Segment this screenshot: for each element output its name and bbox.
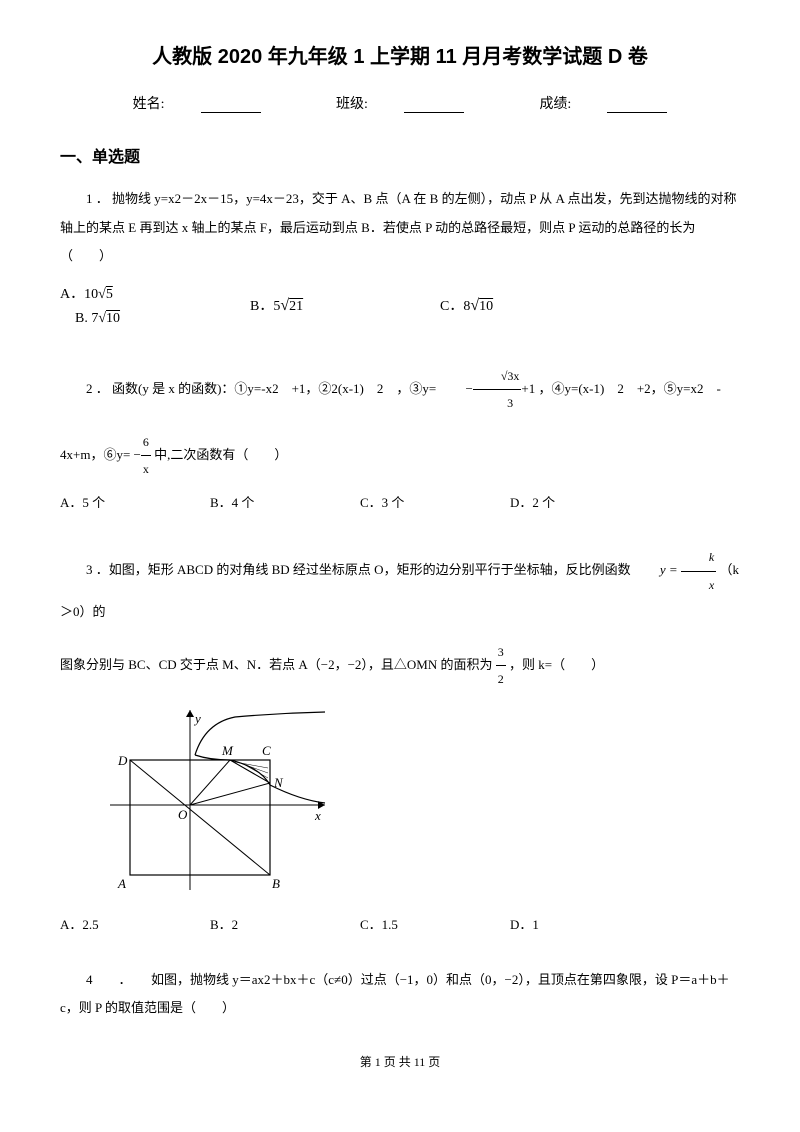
q3-text-a: 3 ．如图，矩形 ABCD 的对角线 BD 经过坐标原点 O，矩形的边分别平行于… xyxy=(86,562,631,577)
q3-frac2: 32 xyxy=(496,639,506,693)
label-o: O xyxy=(178,807,188,822)
q3-options: A．2.5 B．2 C．1.5 D．1 xyxy=(60,912,740,938)
question-4: 4 ． 如图，抛物线 y＝ax2＋bx＋c（c≠0）过点（−1，0）和点（0，−… xyxy=(60,966,740,1023)
q3-eq: y = kx xyxy=(634,544,716,598)
score-blank xyxy=(607,98,667,113)
page-footer: 第 1 页 共 11 页 xyxy=(60,1053,740,1070)
label-m: M xyxy=(221,743,234,758)
score-label: 成绩: xyxy=(521,97,685,112)
q2-text-b: ，④y=(x-1) 2 +2，⑤y=x2 - xyxy=(539,381,721,396)
class-blank xyxy=(404,98,464,113)
info-line: 姓名: 班级: 成绩: xyxy=(60,93,740,113)
label-b: B xyxy=(272,876,280,891)
q2-opt-b: B．4 个 xyxy=(210,490,360,516)
label-n: N xyxy=(273,775,284,790)
label-x: x xyxy=(314,808,321,823)
class-label: 班级: xyxy=(318,97,482,112)
name-label: 姓名: xyxy=(115,97,279,112)
section-header: 一、单选题 xyxy=(60,143,740,167)
q2-frac1: −√3x3+1 xyxy=(439,363,535,417)
name-blank xyxy=(201,98,261,113)
q1-options: A．10√5 B. 7√10 B．5√21 C．8√10 xyxy=(60,283,740,343)
q1-opt-b: B. 7√10 xyxy=(75,311,120,327)
q1-opt-d: C．8√10 xyxy=(440,295,493,315)
label-d: D xyxy=(117,753,128,768)
q3-opt-d: D．1 xyxy=(510,912,660,938)
q3-opt-b: B．2 xyxy=(210,912,360,938)
label-y: y xyxy=(193,711,201,726)
q3-opt-a: A．2.5 xyxy=(60,912,210,938)
q2-frac2: −6x xyxy=(134,429,151,483)
question-3: 3 ．如图，矩形 ABCD 的对角线 BD 经过坐标原点 O，矩形的边分别平行于… xyxy=(60,544,740,626)
q3-line2: 图象分别与 BC、CD 交于点 M、N．若点 A（−2，−2），且△OMN 的面… xyxy=(60,639,740,693)
q2-opt-c: C．3 个 xyxy=(360,490,510,516)
q1-opt-a: A．10√5 xyxy=(60,283,113,303)
q1-opt-c: B．5√21 xyxy=(250,295,303,315)
q2-opt-d: D．2 个 xyxy=(510,490,660,516)
page-container: 人教版 2020 年九年级 1 上学期 11 月月考数学试题 D 卷 姓名: 班… xyxy=(0,0,800,1090)
q2-line2: 4x+m，⑥y= −6x 中,二次函数有（ ） xyxy=(60,429,740,483)
q3-diagram: y x O D M C N A B xyxy=(100,705,740,900)
q3-opt-c: C．1.5 xyxy=(360,912,510,938)
q3-svg: y x O D M C N A B xyxy=(100,705,330,895)
q2-text-a: 2 ． 函数(y 是 x 的函数)：①y=-x2 +1，②2(x-1) 2 ，③… xyxy=(86,381,436,396)
q2-opt-a: A．5 个 xyxy=(60,490,210,516)
q2-options: A．5 个 B．4 个 C．3 个 D．2 个 xyxy=(60,490,740,516)
page-title: 人教版 2020 年九年级 1 上学期 11 月月考数学试题 D 卷 xyxy=(60,40,740,69)
label-c: C xyxy=(262,743,271,758)
question-1: 1 ． 抛物线 y=x2－2x－15，y=4x－23，交于 A、B 点（A 在 … xyxy=(60,185,740,271)
question-2: 2 ． 函数(y 是 x 的函数)：①y=-x2 +1，②2(x-1) 2 ，③… xyxy=(60,363,740,417)
label-a: A xyxy=(117,876,126,891)
